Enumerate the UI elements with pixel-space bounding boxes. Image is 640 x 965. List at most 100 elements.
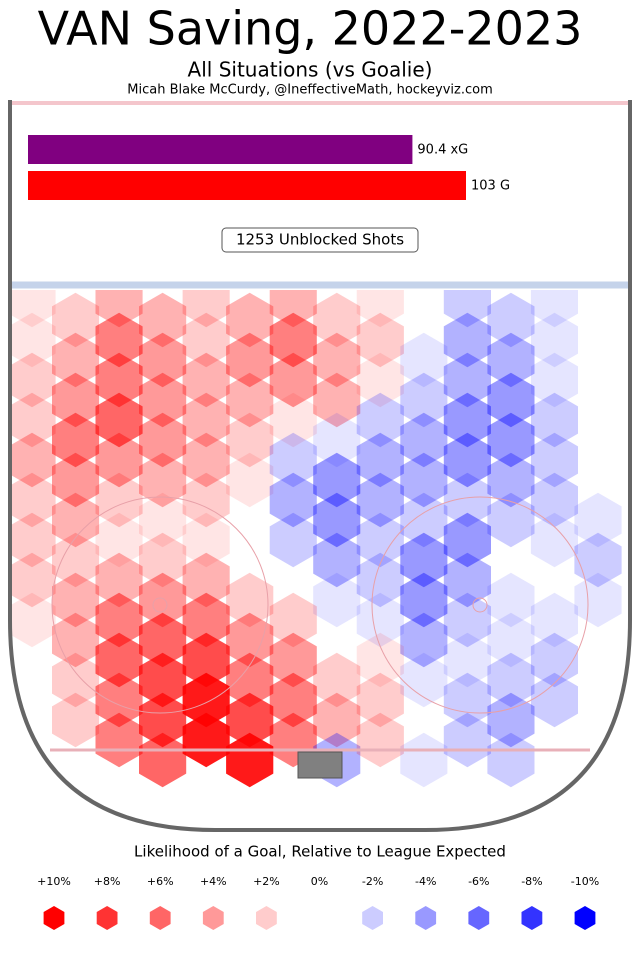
legend-label: +4% bbox=[200, 875, 227, 888]
heat-hex bbox=[10, 432, 56, 488]
heat-hex bbox=[356, 512, 404, 568]
heat-hex bbox=[269, 312, 317, 368]
heat-hex bbox=[226, 372, 274, 428]
heat-hex bbox=[530, 632, 578, 688]
heat-hex bbox=[52, 292, 100, 348]
heat-hex bbox=[10, 290, 56, 328]
heat-hex bbox=[443, 290, 491, 328]
legend-label: -6% bbox=[468, 875, 489, 888]
legend-label: +10% bbox=[37, 875, 71, 888]
bar-label: 90.4 xG bbox=[417, 143, 468, 158]
heat-hex bbox=[487, 372, 535, 428]
heat-hex bbox=[139, 492, 187, 548]
heat-hex bbox=[400, 652, 448, 708]
legend-swatch bbox=[309, 906, 330, 930]
heat-hex bbox=[313, 692, 361, 748]
heat-hex bbox=[530, 592, 578, 648]
legend-swatch bbox=[521, 906, 543, 930]
legend-title: Likelihood of a Goal, Relative to League… bbox=[134, 843, 506, 861]
heat-hex bbox=[400, 332, 448, 388]
heat-hex bbox=[356, 712, 404, 768]
legend-label: +8% bbox=[94, 875, 121, 888]
heat-hex bbox=[487, 452, 535, 508]
heat-hex bbox=[139, 692, 187, 748]
heat-hex bbox=[530, 290, 578, 328]
subtitle: All Situations (vs Goalie) bbox=[188, 58, 433, 82]
legend-swatch bbox=[468, 906, 490, 930]
heat-hex bbox=[530, 312, 578, 368]
heat-hex bbox=[95, 712, 143, 768]
legend-swatch bbox=[43, 906, 65, 930]
heat-hex bbox=[313, 492, 361, 548]
legend-swatch bbox=[362, 906, 383, 930]
heat-hex bbox=[356, 392, 404, 448]
heat-hex bbox=[269, 392, 317, 448]
heat-hex bbox=[52, 412, 100, 468]
annotation: 1253 Unblocked Shots bbox=[236, 231, 404, 249]
heat-hex bbox=[52, 532, 100, 588]
heat-hex bbox=[182, 672, 230, 728]
heat-hex bbox=[487, 332, 535, 388]
heat-hex bbox=[95, 592, 143, 648]
heat-hex bbox=[530, 472, 578, 528]
legend-swatch bbox=[574, 906, 596, 930]
heat-hex bbox=[182, 552, 230, 608]
heat-hex bbox=[52, 332, 100, 388]
heat-hex bbox=[52, 452, 100, 508]
heat-hex bbox=[139, 372, 187, 428]
heat-hex bbox=[400, 372, 448, 428]
legend-label: -2% bbox=[362, 875, 383, 888]
credit: Micah Blake McCurdy, @IneffectiveMath, h… bbox=[127, 83, 493, 98]
heat-hex bbox=[400, 572, 448, 628]
heat-hex bbox=[95, 432, 143, 488]
heat-hex bbox=[52, 692, 100, 748]
heat-hex bbox=[139, 572, 187, 628]
faceoff-circle bbox=[371, 496, 589, 714]
heat-hex bbox=[52, 572, 100, 628]
legend-swatch bbox=[202, 906, 224, 930]
heat-hex bbox=[443, 512, 491, 568]
heat-hex bbox=[269, 632, 317, 688]
heat-hex bbox=[269, 472, 317, 528]
heat-hex bbox=[487, 732, 535, 788]
legend-label: -4% bbox=[415, 875, 436, 888]
heat-hex bbox=[10, 552, 56, 608]
heat-hex bbox=[95, 552, 143, 608]
heat-hex bbox=[226, 292, 274, 348]
heat-hex bbox=[313, 652, 361, 708]
heat-hex bbox=[182, 592, 230, 648]
heat-hex bbox=[531, 713, 578, 767]
heat-hex bbox=[269, 432, 317, 488]
heat-hex bbox=[226, 612, 274, 668]
annotation-box bbox=[221, 227, 419, 253]
heat-hex bbox=[313, 572, 361, 628]
heat-hex bbox=[443, 472, 491, 528]
heat-hex bbox=[443, 312, 491, 368]
chart-title: VAN Saving, 2022-2023 bbox=[38, 2, 583, 56]
heat-hex bbox=[10, 472, 56, 528]
bar bbox=[28, 135, 413, 164]
heat-hex bbox=[400, 532, 448, 588]
heat-hex bbox=[443, 672, 491, 728]
heat-hex bbox=[10, 352, 56, 408]
heat-hex bbox=[139, 652, 187, 708]
heat-hex bbox=[139, 612, 187, 668]
heat-hex bbox=[139, 452, 187, 508]
heat-hex bbox=[182, 290, 230, 328]
faceoff-dot bbox=[472, 597, 488, 613]
heat-hex bbox=[52, 372, 100, 428]
net bbox=[297, 751, 343, 779]
heat-hex bbox=[139, 332, 187, 388]
heat-hex bbox=[487, 652, 535, 708]
heat-hex bbox=[356, 592, 404, 648]
heat-hex bbox=[95, 472, 143, 528]
heat-hex bbox=[400, 452, 448, 508]
heat-hex bbox=[182, 392, 230, 448]
heat-hex bbox=[443, 712, 491, 768]
bar-label: 103 G bbox=[471, 179, 510, 194]
heat-hex bbox=[356, 432, 404, 488]
heat-hex bbox=[182, 352, 230, 408]
heat-hex bbox=[443, 352, 491, 408]
heat-hex bbox=[226, 652, 274, 708]
